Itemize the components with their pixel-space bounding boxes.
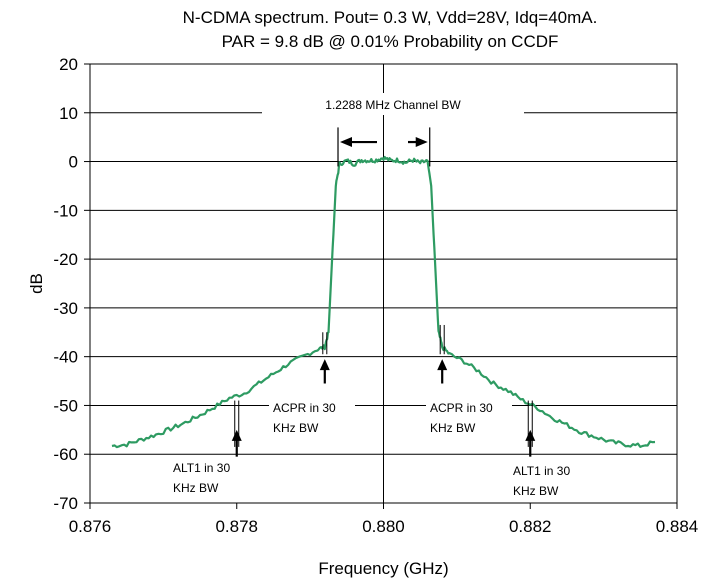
chart-title: N-CDMA spectrum. Pout= 0.3 W, Vdd=28V, I… <box>182 8 598 27</box>
y-tick-label: 0 <box>69 153 78 172</box>
annotation-text-line2: KHz BW <box>173 481 219 495</box>
bw-left-arrowhead <box>340 137 353 148</box>
y-tick-label: -20 <box>53 250 78 269</box>
y-tick-label: -10 <box>53 201 78 220</box>
y-tick-label: -30 <box>53 299 78 318</box>
y-tick-label: -50 <box>53 396 78 415</box>
y-tick-label: -70 <box>53 494 78 513</box>
bandwidth-label-bg <box>262 93 524 115</box>
plot-area-border <box>89 63 678 504</box>
annotation-text-line2: KHz BW <box>513 484 559 498</box>
annotation-bg <box>426 397 512 437</box>
annotation-text-line1: ALT1 in 30 <box>173 461 230 475</box>
bandwidth-label: 1.2288 MHz Channel BW <box>325 98 461 112</box>
x-tick-label: 0.880 <box>362 517 405 536</box>
annotation-bg <box>169 457 255 497</box>
chart-subtitle: PAR = 9.8 dB @ 0.01% Probability on CCDF <box>221 32 559 51</box>
x-axis-title: Frequency (GHz) <box>318 559 448 578</box>
measurement-arrowhead <box>437 359 448 371</box>
y-axis-title: dB <box>27 273 46 294</box>
annotation-bg <box>269 397 355 437</box>
y-tick-label: -60 <box>53 445 78 464</box>
annotation-text-line2: KHz BW <box>273 421 319 435</box>
y-tick-label: 20 <box>59 55 78 74</box>
y-tick-label: -40 <box>53 348 78 367</box>
measurement-arrowhead <box>525 429 536 441</box>
annotation-bg <box>509 460 595 500</box>
x-tick-label: 0.884 <box>656 517 699 536</box>
annotation-text-line1: ALT1 in 30 <box>513 464 570 478</box>
annotation-text-line1: ACPR in 30 <box>430 401 493 415</box>
x-tick-label: 0.878 <box>215 517 258 536</box>
measurement-arrowhead <box>319 359 330 371</box>
bw-right-arrowhead <box>415 137 428 148</box>
x-tick-label: 0.882 <box>509 517 552 536</box>
measurement-arrowhead <box>231 429 242 441</box>
y-tick-label: 10 <box>59 104 78 123</box>
x-tick-label: 0.876 <box>69 517 112 536</box>
annotation-text-line2: KHz BW <box>430 421 476 435</box>
annotation-text-line1: ACPR in 30 <box>273 401 336 415</box>
